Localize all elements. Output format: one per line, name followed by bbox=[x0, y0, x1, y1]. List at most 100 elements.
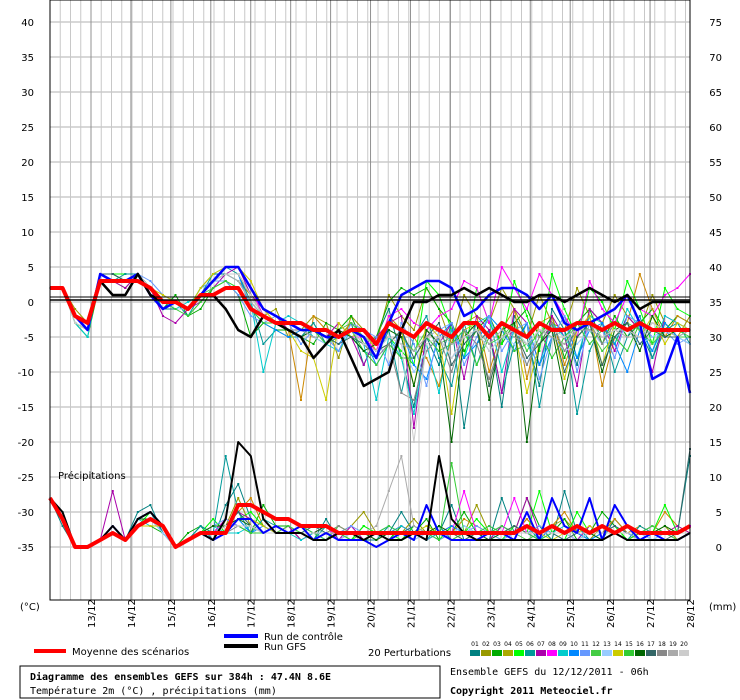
x-tick-label: 15/12 bbox=[167, 599, 178, 628]
precip-point bbox=[463, 518, 466, 520]
pert-swatch bbox=[525, 650, 535, 656]
temp-point bbox=[450, 441, 453, 443]
temp-point bbox=[362, 350, 365, 352]
temp-point bbox=[187, 315, 190, 317]
right-tick-label: 30 bbox=[709, 333, 722, 344]
temp-point bbox=[513, 322, 516, 324]
left-tick-label: -15 bbox=[18, 403, 34, 414]
precip-point bbox=[237, 511, 240, 513]
temp-point bbox=[350, 336, 353, 338]
legend-control-label: Run de contrôle bbox=[264, 631, 343, 643]
temp-point bbox=[262, 322, 265, 324]
temp-point bbox=[400, 350, 403, 352]
temp-point bbox=[438, 385, 441, 387]
temp-point bbox=[613, 343, 616, 345]
temp-point bbox=[538, 364, 541, 366]
temp-point bbox=[199, 308, 202, 310]
pert-swatch bbox=[580, 650, 590, 656]
precip-point bbox=[337, 525, 340, 527]
temp-point bbox=[400, 357, 403, 359]
temp-point bbox=[463, 329, 466, 331]
temp-point bbox=[538, 343, 541, 345]
temp-line-run-gfs bbox=[50, 272, 690, 388]
temp-point bbox=[488, 385, 491, 387]
temp-point bbox=[425, 385, 428, 387]
precip-point bbox=[262, 525, 265, 527]
temp-point bbox=[450, 329, 453, 331]
temp-point bbox=[412, 413, 415, 415]
precip-point bbox=[262, 504, 265, 506]
temp-point bbox=[525, 441, 528, 443]
temp-point bbox=[513, 336, 516, 338]
pert-number: 04 bbox=[504, 641, 512, 648]
temp-point bbox=[475, 336, 478, 338]
pert-number: 09 bbox=[559, 641, 567, 648]
precip-point bbox=[651, 525, 654, 527]
temp-point bbox=[550, 315, 553, 317]
x-tick-label: 19/12 bbox=[327, 599, 338, 628]
precip-point bbox=[412, 525, 415, 527]
temp-point bbox=[425, 287, 428, 289]
temp-point bbox=[475, 329, 478, 331]
temp-point bbox=[563, 378, 566, 380]
temp-point bbox=[638, 336, 641, 338]
temp-point bbox=[576, 343, 579, 345]
temp-point bbox=[525, 357, 528, 359]
precip-point bbox=[450, 462, 453, 464]
temp-point bbox=[626, 308, 629, 310]
temp-point bbox=[438, 343, 441, 345]
precip-point bbox=[513, 525, 516, 527]
right-tick-label: 0 bbox=[716, 543, 722, 554]
temp-point bbox=[500, 266, 503, 268]
temp-point bbox=[663, 287, 666, 289]
x-tick-label: 14/12 bbox=[127, 599, 138, 628]
temp-point bbox=[601, 322, 604, 324]
precip-point bbox=[362, 511, 365, 513]
precip-point bbox=[550, 532, 553, 534]
precip-point bbox=[161, 532, 164, 534]
precip-point bbox=[237, 483, 240, 485]
pert-number: 01 bbox=[471, 641, 479, 648]
temp-point bbox=[525, 364, 528, 366]
temp-point bbox=[387, 294, 390, 296]
temp-point bbox=[287, 315, 290, 317]
left-tick-label: -10 bbox=[18, 368, 34, 379]
temp-point bbox=[613, 357, 616, 359]
temp-point bbox=[475, 315, 478, 317]
temp-point bbox=[299, 399, 302, 401]
precip-point bbox=[325, 518, 328, 520]
temp-point bbox=[438, 308, 441, 310]
temp-point bbox=[613, 315, 616, 317]
temp-point bbox=[287, 336, 290, 338]
temp-point bbox=[174, 322, 177, 324]
temp-point bbox=[312, 322, 315, 324]
precip-point bbox=[475, 525, 478, 527]
temp-point bbox=[438, 350, 441, 352]
temp-point bbox=[312, 315, 315, 317]
left-tick-label: -20 bbox=[18, 438, 34, 449]
temp-point bbox=[337, 350, 340, 352]
temp-point bbox=[375, 350, 378, 352]
precip-point bbox=[450, 504, 453, 506]
x-tick-label: 27/12 bbox=[646, 599, 657, 628]
temp-point bbox=[412, 329, 415, 331]
temp-point bbox=[400, 308, 403, 310]
temp-point bbox=[387, 315, 390, 317]
temp-point bbox=[500, 406, 503, 408]
precip-label: Précipitations bbox=[58, 470, 126, 482]
pert-swatch bbox=[679, 650, 689, 656]
precip-point bbox=[601, 511, 604, 513]
temp-point bbox=[450, 343, 453, 345]
temp-point bbox=[651, 371, 654, 373]
x-tick-label: 16/12 bbox=[207, 599, 218, 628]
temp-point bbox=[626, 280, 629, 282]
temp-point bbox=[500, 350, 503, 352]
temp-point bbox=[525, 392, 528, 394]
run-info: Ensemble GEFS du 12/12/2011 - 06h bbox=[450, 667, 649, 678]
temp-point bbox=[538, 350, 541, 352]
pert-swatch bbox=[514, 650, 524, 656]
precip-point bbox=[237, 497, 240, 499]
copyright: Copyright 2011 Meteociel.fr bbox=[450, 685, 613, 697]
temp-point bbox=[463, 364, 466, 366]
pert-swatch bbox=[613, 650, 623, 656]
